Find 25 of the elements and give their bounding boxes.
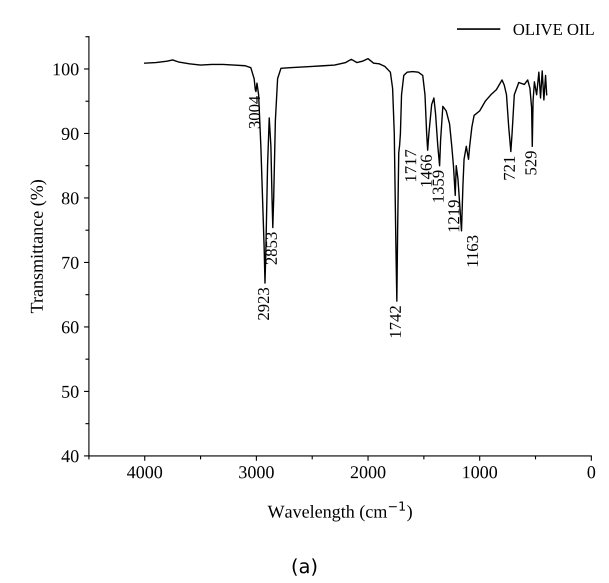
annotation: 1219 — [448, 200, 460, 232]
y-tick-label: 100 — [54, 63, 79, 76]
x-tick-label: 4000 — [127, 466, 162, 478]
y-tick-label: 80 — [62, 192, 79, 204]
text: (a) — [292, 558, 316, 576]
annotation: 1717 — [405, 150, 416, 182]
annotation: 1742 — [390, 306, 401, 338]
x-axis-title: Wavelength (cm$^{−1}$) — [268, 501, 412, 522]
y-tick-label: 70 — [62, 256, 79, 269]
y-tick-label: 60 — [62, 321, 79, 334]
annotation: 2923 — [258, 288, 270, 320]
annotation: 529 — [525, 151, 536, 175]
y-axis-title: Transmittance (%) — [30, 180, 47, 314]
x-tick-label: 2000 — [350, 466, 386, 478]
annotation: 721 — [504, 156, 515, 180]
annotation: 1466 — [420, 154, 432, 186]
legend-label: OLIVE OIL — [513, 24, 594, 36]
x-tick-label: 1000 — [463, 466, 498, 478]
annotation: 1359 — [432, 170, 444, 202]
annotation: 1163 — [466, 236, 478, 266]
x-tick-label: 0 — [588, 466, 596, 478]
y-tick-label: 50 — [62, 386, 79, 398]
y-tick-label: 90 — [62, 128, 79, 140]
x-tick-label: 3000 — [239, 466, 274, 478]
y-tick-label: 40 — [61, 450, 79, 462]
